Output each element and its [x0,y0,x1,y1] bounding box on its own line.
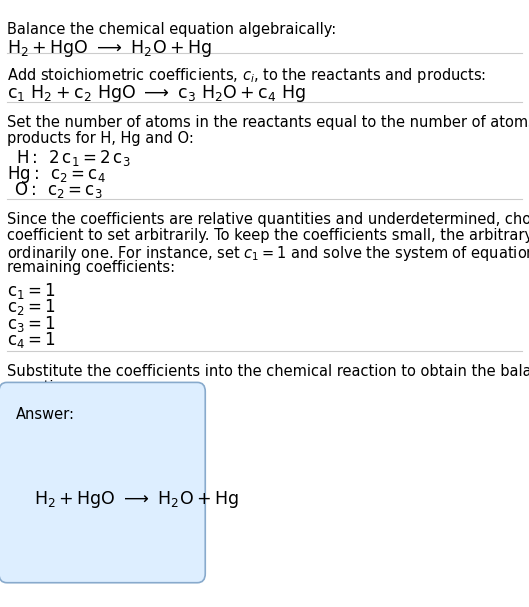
Text: remaining coefficients:: remaining coefficients: [7,260,175,275]
Text: Since the coefficients are relative quantities and underdetermined, choose a: Since the coefficients are relative quan… [7,212,529,228]
FancyBboxPatch shape [0,382,205,583]
Text: Balance the chemical equation algebraically:: Balance the chemical equation algebraica… [7,22,336,37]
Text: $\mathrm{H_2 + HgO\ \longrightarrow\ H_2O + Hg}$: $\mathrm{H_2 + HgO\ \longrightarrow\ H_2… [34,489,239,510]
Text: $\mathrm{c_3 = 1}$: $\mathrm{c_3 = 1}$ [7,314,56,334]
Text: Add stoichiometric coefficients, $c_i$, to the reactants and products:: Add stoichiometric coefficients, $c_i$, … [7,66,486,84]
Text: coefficient to set arbitrarily. To keep the coefficients small, the arbitrary va: coefficient to set arbitrarily. To keep … [7,228,529,243]
Text: $\mathrm{c_2 = 1}$: $\mathrm{c_2 = 1}$ [7,297,56,317]
Text: Substitute the coefficients into the chemical reaction to obtain the balanced: Substitute the coefficients into the che… [7,364,529,379]
Text: $\mathrm{O:\enspace c_2 = c_3}$: $\mathrm{O:\enspace c_2 = c_3}$ [14,180,103,200]
Text: $\mathrm{H_2 + HgO\ \longrightarrow\ H_2O + Hg}$: $\mathrm{H_2 + HgO\ \longrightarrow\ H_2… [7,38,212,59]
Text: equation:: equation: [7,380,77,395]
Text: $\mathrm{c_4 = 1}$: $\mathrm{c_4 = 1}$ [7,330,56,350]
Text: products for H, Hg and O:: products for H, Hg and O: [7,131,194,146]
Text: ordinarily one. For instance, set $c_1 = 1$ and solve the system of equations fo: ordinarily one. For instance, set $c_1 =… [7,244,529,263]
Text: Answer:: Answer: [16,407,75,422]
Text: $\mathrm{H:\enspace 2\,c_1 = 2\,c_3}$: $\mathrm{H:\enspace 2\,c_1 = 2\,c_3}$ [16,148,131,168]
Text: $\mathrm{c_1\ H_2 + c_2\ HgO\ \longrightarrow\ c_3\ H_2O + c_4\ Hg}$: $\mathrm{c_1\ H_2 + c_2\ HgO\ \longright… [7,83,306,104]
Text: Set the number of atoms in the reactants equal to the number of atoms in the: Set the number of atoms in the reactants… [7,115,529,131]
Text: $\mathrm{Hg:\enspace c_2 = c_4}$: $\mathrm{Hg:\enspace c_2 = c_4}$ [7,164,106,185]
Text: $\mathrm{c_1 = 1}$: $\mathrm{c_1 = 1}$ [7,281,56,301]
